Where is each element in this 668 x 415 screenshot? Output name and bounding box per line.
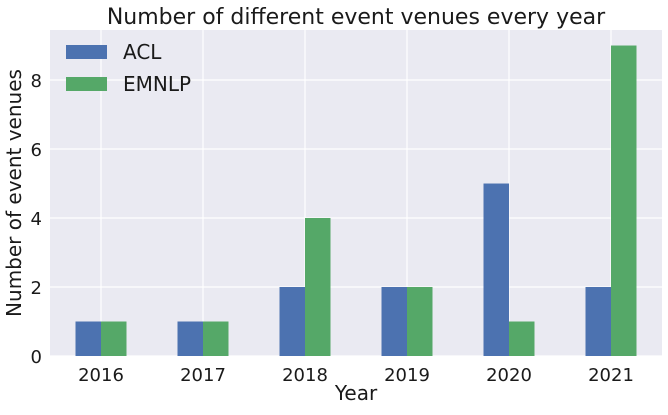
bar-acl-2018 (279, 287, 305, 356)
y-tick-label-0: 0 (31, 347, 42, 368)
legend-swatch-emnlp (66, 77, 107, 91)
chart-title: Number of different event venues every y… (107, 5, 606, 30)
y-axis-label: Number of event venues (2, 69, 26, 317)
bar-acl-2016 (75, 321, 101, 356)
x-tick-label-2019: 2019 (384, 365, 430, 386)
bar-emnlp-2016 (101, 321, 127, 356)
bar-acl-2021 (585, 287, 611, 356)
x-tick-label-2020: 2020 (486, 365, 532, 386)
y-tick-label-2: 2 (31, 278, 42, 299)
x-tick-label-2017: 2017 (180, 365, 226, 386)
bar-acl-2019 (381, 287, 407, 356)
y-axis-ticks: 0 2 4 6 8 (31, 71, 42, 368)
y-tick-label-8: 8 (31, 71, 42, 92)
plot-area (50, 30, 662, 356)
legend-label-acl: ACL (123, 40, 162, 64)
legend-label-emnlp: EMNLP (123, 72, 191, 96)
x-tick-label-2021: 2021 (588, 365, 634, 386)
bar-emnlp-2018 (305, 218, 331, 356)
x-axis-ticks: 2016 2017 2018 2019 2020 2021 (78, 365, 634, 386)
bar-acl-2020 (483, 183, 509, 356)
bar-emnlp-2017 (203, 321, 229, 356)
y-tick-label-6: 6 (31, 140, 42, 161)
y-tick-label-4: 4 (31, 209, 42, 230)
bar-acl-2017 (177, 321, 203, 356)
bar-emnlp-2021 (611, 45, 637, 357)
bar-emnlp-2020 (509, 321, 535, 356)
bar-emnlp-2019 (407, 287, 433, 356)
x-tick-label-2018: 2018 (282, 365, 328, 386)
x-axis-label: Year (334, 381, 378, 405)
legend-swatch-acl (66, 45, 107, 59)
bars (75, 45, 637, 357)
legend: ACL EMNLP (66, 40, 191, 96)
x-tick-label-2016: 2016 (78, 365, 124, 386)
